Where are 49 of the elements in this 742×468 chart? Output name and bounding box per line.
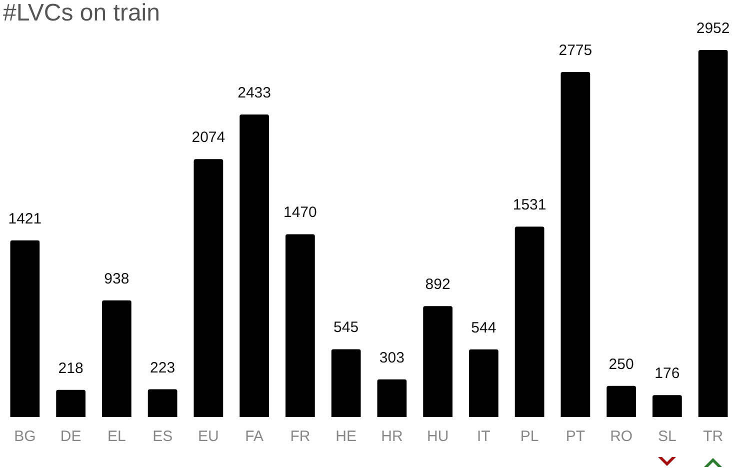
x-tick-label: FA — [245, 428, 264, 445]
bar — [423, 306, 452, 417]
bar — [194, 159, 224, 417]
x-tick-label: RO — [610, 428, 633, 445]
data-label: 2775 — [558, 42, 592, 59]
data-label: 2074 — [192, 129, 226, 146]
data-label: 1470 — [284, 204, 317, 222]
x-tick-label: EU — [198, 428, 219, 445]
bar — [102, 300, 132, 417]
bar — [560, 72, 590, 417]
data-label: 176 — [654, 365, 680, 382]
x-tick-label: FR — [290, 428, 310, 445]
x-tick-label: HU — [426, 428, 449, 445]
data-label: 303 — [379, 349, 404, 366]
data-label: 892 — [425, 276, 450, 294]
x-tick-label: ES — [152, 428, 173, 445]
bar — [469, 349, 498, 417]
x-tick-label: IT — [477, 428, 490, 445]
bar — [10, 240, 40, 417]
x-tick-label: HE — [336, 428, 356, 445]
data-label: 2433 — [238, 84, 271, 102]
bar — [606, 386, 636, 417]
bar — [377, 379, 407, 417]
bar — [331, 349, 361, 417]
bar — [286, 234, 315, 417]
data-label: 545 — [334, 319, 359, 336]
bar — [698, 50, 728, 417]
data-label: 218 — [58, 360, 84, 377]
data-label: 544 — [471, 319, 496, 336]
bar — [514, 226, 544, 417]
data-label: 250 — [608, 356, 634, 373]
bar — [240, 114, 269, 417]
x-tick-label: PT — [566, 428, 586, 445]
bar — [652, 395, 682, 417]
data-label: 1421 — [8, 210, 42, 228]
x-tick-label: DE — [60, 428, 82, 445]
data-label: 1531 — [512, 196, 546, 214]
x-tick-label: BG — [14, 428, 36, 445]
data-label: 938 — [104, 270, 130, 288]
bar — [148, 389, 178, 417]
x-tick-label: SL — [658, 428, 676, 445]
x-tick-label: PL — [520, 428, 539, 445]
x-tick-label: EL — [108, 428, 126, 445]
data-label: 2952 — [696, 20, 730, 37]
x-tick-label: TR — [703, 428, 724, 445]
bar — [56, 390, 86, 417]
x-tick-label: HR — [381, 428, 403, 445]
chart-title: #LVCs on train — [3, 0, 160, 26]
data-label: 223 — [150, 359, 176, 376]
